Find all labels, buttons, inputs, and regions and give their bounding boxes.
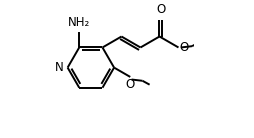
Text: N: N [55, 61, 64, 74]
Text: NH₂: NH₂ [68, 16, 90, 29]
Text: O: O [179, 41, 188, 54]
Text: O: O [126, 78, 135, 91]
Text: O: O [156, 3, 166, 17]
